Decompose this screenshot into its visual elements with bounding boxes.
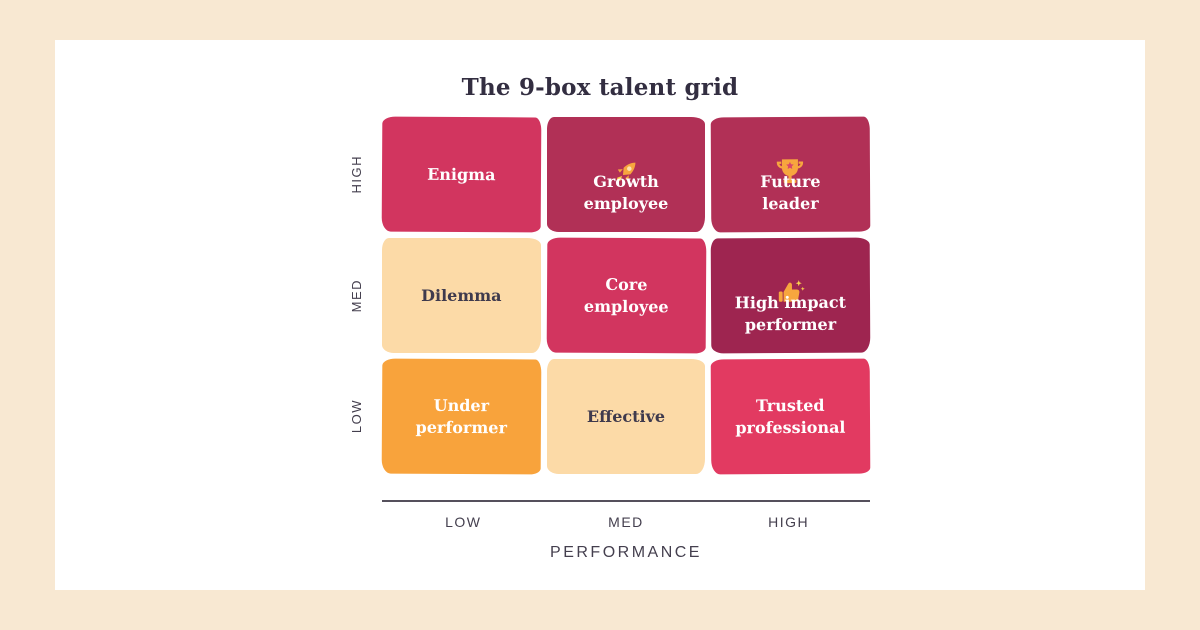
cell-dilemma: Dilemma [382,238,541,353]
x-axis-title: PERFORMANCE [550,544,702,561]
cell-under-performer: Under performer [381,358,542,475]
cell-core-employee: Core employee [546,237,706,354]
x-axis-line [382,500,870,502]
y-axis-label-high: HIGH [348,155,364,194]
cell-label: Growth employee [583,172,669,213]
thumbs-up-icon [774,255,806,302]
rocket-icon [610,134,642,182]
grid: Enigma G [381,116,871,475]
y-axis-label-med: MED [348,278,364,313]
x-axis-label-low: LOW [445,514,482,530]
cell-label: High impact performer [735,293,847,335]
cell-growth-employee: Growth employee [546,117,706,232]
chart-title: The 9-box talent grid [461,74,739,101]
card: The 9-box talent grid HIGH MED LOW Enigm… [55,40,1145,590]
y-axis: HIGH MED LOW [330,117,382,562]
x-axis-label-high: HIGH [768,514,810,530]
nine-box-grid-chart: HIGH MED LOW Enigma [330,116,871,562]
cell-trusted-professional: Trusted professional [711,358,871,475]
cell-high-impact-performer: High impact performer [711,237,871,354]
cell-label: Enigma [427,164,496,184]
cell-label: Trusted professional [735,395,846,437]
x-axis: LOW MED HIGH [382,514,870,530]
cell-label: Core employee [583,274,669,316]
trophy-icon [774,134,806,184]
cell-label: Future leader [760,172,821,214]
cell-label: Dilemma [421,285,502,305]
x-axis-label-med: MED [608,514,644,530]
y-axis-label-low: LOW [348,399,364,434]
cell-label: Under performer [415,395,507,437]
cell-future-leader: Future leader [711,116,871,233]
cell-label: Effective [586,406,666,426]
cell-enigma: Enigma [381,116,542,233]
cell-effective: Effective [546,359,706,474]
